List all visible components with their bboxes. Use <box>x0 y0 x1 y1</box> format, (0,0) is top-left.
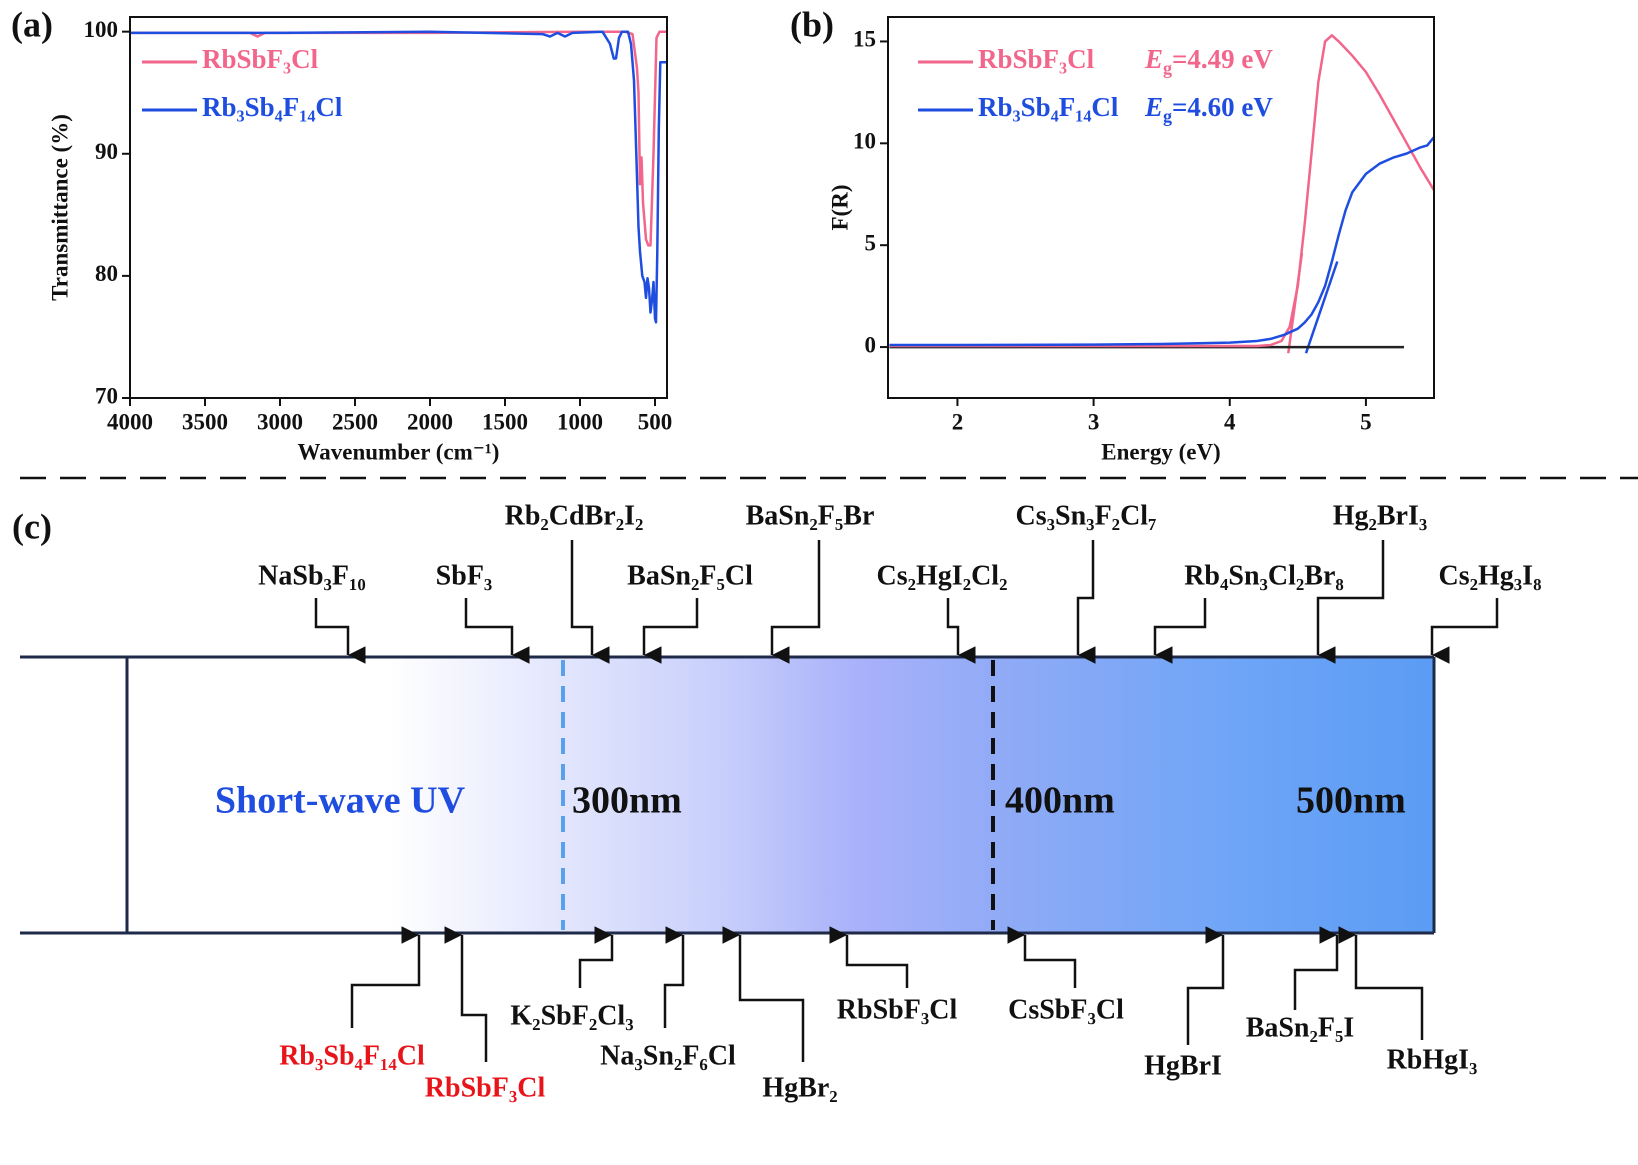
top-compound-label: NaSb₃F₁₀ <box>258 560 366 591</box>
callout-arrow <box>770 540 821 664</box>
callout-arrow <box>570 540 610 664</box>
legend-label: Rb₃Sb₄F₁₄Cl <box>202 92 343 122</box>
y-tick-label: 0 <box>865 332 877 357</box>
callout-arrow <box>829 926 909 988</box>
band-gap-label: Eg=4.49 eV <box>1144 44 1273 78</box>
plot-frame <box>129 16 668 399</box>
legend-label: RbSbF₃Cl <box>202 44 319 74</box>
gap-subscript: g <box>1163 58 1172 78</box>
callout-arrow <box>663 926 685 1028</box>
y-tick-label: 80 <box>95 261 118 286</box>
callout-arrow <box>464 598 530 664</box>
panel-label: (a) <box>11 4 53 44</box>
callout-arrow <box>1186 926 1225 1045</box>
bottom-compound-label: CsSbF₃Cl <box>1008 994 1124 1025</box>
top-compound-label: Rb₂CdBr₂I₂ <box>505 500 644 531</box>
bottom-compound-label: Na₃Sn₂F₆Cl <box>600 1040 736 1071</box>
legend-label: RbSbF₃Cl <box>978 44 1095 74</box>
fit-line <box>1304 261 1339 354</box>
top-compound-label: Hg₂BrI₃ <box>1333 500 1428 531</box>
callout-arrow <box>350 926 421 1028</box>
band-gap-label: Eg=4.60 eV <box>1144 92 1273 126</box>
top-compound-label: Rb₄Sn₃Cl₂Br₈ <box>1184 560 1344 591</box>
callout-arrow <box>642 598 699 664</box>
callout-arrow <box>722 926 805 1062</box>
plot-frame <box>887 16 1435 399</box>
bottom-compound-label: RbSbF₃Cl <box>425 1072 546 1103</box>
x-axis-label: Energy (eV) <box>1101 439 1220 464</box>
top-compound-label: SbF₃ <box>436 560 493 591</box>
bottom-compound-label: K₂SbF₂Cl₃ <box>510 1000 633 1031</box>
series-line <box>130 30 667 324</box>
callout-arrow <box>1076 540 1096 664</box>
x-tick-label: 3 <box>1088 409 1100 434</box>
y-tick-label: 90 <box>95 139 118 164</box>
top-compound-label: Cs₃Sn₃F₂Cl₇ <box>1016 500 1157 531</box>
y-axis-label: Transmittance (%) <box>47 114 72 301</box>
callout-arrow <box>314 598 366 664</box>
x-tick-label: 3000 <box>257 409 303 434</box>
bottom-compound-label: BaSn₂F₅I <box>1246 1012 1355 1043</box>
x-tick-label: 1500 <box>482 409 528 434</box>
wavelength-marker: 500nm <box>1296 780 1406 822</box>
bottom-compound-label: Rb₃Sb₄F₁₄Cl <box>279 1040 425 1071</box>
y-tick-label: 70 <box>95 383 118 408</box>
callout-arrow <box>578 926 614 988</box>
wavelength-marker: 400nm <box>1005 780 1115 822</box>
callout-arrow <box>444 926 488 1062</box>
bottom-compound-label: RbHgI₃ <box>1387 1044 1478 1075</box>
bottom-compound-label: HgBr₂ <box>762 1072 837 1103</box>
panel-label: (b) <box>790 4 834 44</box>
panel-label: (c) <box>12 506 52 546</box>
x-tick-label: 4000 <box>107 409 153 434</box>
x-tick-label: 4 <box>1224 409 1236 434</box>
region-label: Short-wave UV <box>215 780 466 822</box>
wavelength-marker: 300nm <box>572 780 682 822</box>
callout-arrow <box>946 598 976 664</box>
callout-arrow <box>1153 598 1207 664</box>
series-line <box>889 136 1434 347</box>
x-tick-label: 3500 <box>182 409 228 434</box>
gap-value: =4.49 eV <box>1172 44 1273 74</box>
callout-arrow <box>1007 926 1077 988</box>
gap-subscript: g <box>1163 106 1172 126</box>
x-tick-label: 2500 <box>332 409 378 434</box>
top-compound-label: Cs₂HgI₂Cl₂ <box>877 560 1008 591</box>
x-tick-label: 500 <box>638 409 673 434</box>
x-tick-label: 1000 <box>557 409 603 434</box>
callout-arrow <box>1293 926 1339 1010</box>
bottom-compound-label: HgBrI <box>1144 1050 1222 1081</box>
y-tick-label: 5 <box>865 230 877 255</box>
top-compound-label: Cs₂Hg₃I₈ <box>1439 560 1542 591</box>
legend-label: Rb₃Sb₄F₁₄Cl <box>978 92 1119 122</box>
x-tick-label: 2000 <box>407 409 453 434</box>
y-tick-label: 10 <box>853 129 876 154</box>
y-tick-label: 100 <box>84 17 119 42</box>
gap-symbol: E <box>1144 44 1163 74</box>
callout-arrow <box>1430 598 1499 664</box>
callout-arrow <box>1316 540 1385 664</box>
gap-value: =4.60 eV <box>1172 92 1273 122</box>
bottom-compound-label: RbSbF₃Cl <box>837 994 958 1025</box>
series-line <box>889 34 1434 348</box>
x-tick-label: 5 <box>1360 409 1372 434</box>
spectrum-bar <box>127 657 1434 933</box>
y-tick-label: 15 <box>853 27 876 52</box>
y-axis-label: F(R) <box>827 185 852 231</box>
callout-arrow <box>1338 926 1424 1040</box>
x-axis-label: Wavenumber (cm⁻¹) <box>298 439 500 464</box>
top-compound-label: BaSn₂F₅Br <box>746 500 875 531</box>
top-compound-label: BaSn₂F₅Cl <box>627 560 753 591</box>
gap-symbol: E <box>1144 92 1163 122</box>
x-tick-label: 2 <box>952 409 964 434</box>
